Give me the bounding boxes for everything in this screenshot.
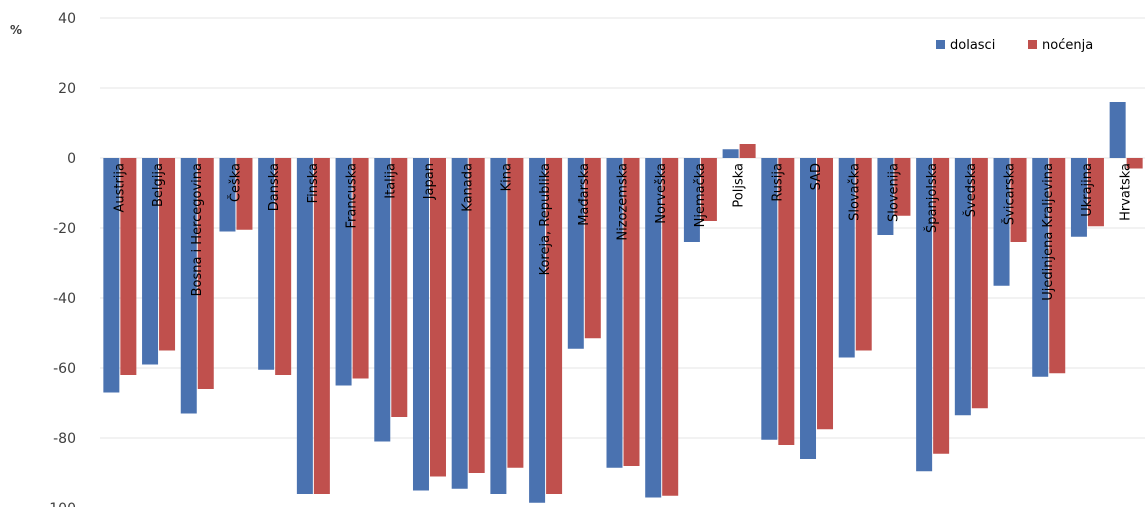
category-label: Kina (499, 163, 514, 191)
category-label: Švicarska (1002, 163, 1018, 225)
bar-nocenja (971, 158, 988, 409)
legend-label-dolasci: dolasci (950, 38, 995, 53)
category-label: Češka (227, 163, 243, 202)
bar-nocenja (236, 158, 253, 230)
bar-dolasci (490, 158, 507, 494)
bar-dolasci (529, 158, 546, 503)
bar-nocenja (1087, 158, 1104, 227)
bar-nocenja (739, 144, 756, 158)
bar-nocenja (120, 158, 137, 375)
bar-dolasci (335, 158, 352, 386)
category-label: Mađarska (577, 163, 592, 226)
bar-dolasci (412, 158, 429, 491)
category-label: Francuska (345, 163, 360, 229)
bar-nocenja (313, 158, 330, 494)
bar-nocenja (662, 158, 679, 496)
y-tick-label: 20 (58, 81, 76, 97)
bar-nocenja (468, 158, 485, 473)
y-tick-label: -80 (53, 431, 76, 447)
bar-dolasci (451, 158, 468, 489)
bar-dolasci (761, 158, 778, 440)
bars (103, 102, 1143, 503)
bar-dolasci (606, 158, 623, 468)
bar-nocenja (584, 158, 601, 339)
category-label: Slovačka (848, 163, 863, 221)
bar-nocenja (855, 158, 872, 351)
category-label: Njemačka (693, 163, 708, 227)
legend: dolasci noćenja (936, 38, 1093, 53)
bar-dolasci (683, 158, 700, 242)
bar-dolasci (916, 158, 933, 472)
bar-dolasci (838, 158, 855, 358)
bar-nocenja (700, 158, 717, 221)
bar-dolasci (296, 158, 313, 494)
bar-dolasci (219, 158, 236, 232)
bar-nocenja (1010, 158, 1027, 242)
category-label: Danska (267, 163, 282, 211)
category-label: Italija (383, 163, 398, 199)
bar-nocenja (429, 158, 446, 477)
category-label: Rusija (770, 163, 785, 202)
bar-dolasci (645, 158, 662, 498)
category-label: Belgija (151, 163, 166, 207)
category-labels: Austrija Belgija Bosna i Hercegovina Češka D… (112, 163, 1133, 301)
bar-nocenja (623, 158, 640, 466)
y-axis-ticks: 40 20 0 -20 -40 -60 -80 -100 (44, 11, 76, 507)
category-label: Nizozemska (616, 163, 631, 241)
bar-nocenja (778, 158, 795, 445)
category-label: Koreja, Republika (538, 163, 553, 275)
bar-dolasci (374, 158, 391, 442)
y-unit-label: % (10, 23, 22, 37)
category-label: Slovenija (886, 163, 901, 222)
bar-dolasci (1032, 158, 1049, 377)
category-label: Norveška (654, 163, 669, 224)
bar-dolasci (567, 158, 584, 349)
bar-dolasci (800, 158, 817, 459)
y-tick-label: -20 (53, 221, 76, 237)
bar-nocenja (1049, 158, 1066, 374)
category-label: Poljska (732, 163, 747, 208)
bar-dolasci (142, 158, 159, 365)
bar-nocenja (352, 158, 369, 379)
legend-swatch-dolasci (936, 40, 945, 49)
bar-nocenja (546, 158, 563, 494)
category-label: Finska (306, 163, 321, 203)
category-label: Ujedinjena Kraljevina (1041, 163, 1056, 301)
legend-label-nocenja: noćenja (1042, 38, 1093, 53)
bar-dolasci (993, 158, 1010, 286)
bar-nocenja (159, 158, 176, 351)
category-label: SAD (809, 163, 824, 190)
category-label: Španjolska (924, 163, 940, 233)
category-label: Švedska (963, 163, 979, 217)
y-tick-label: 40 (58, 11, 76, 27)
category-label: Hrvatska (1119, 163, 1134, 221)
bar-dolasci (258, 158, 275, 370)
category-label: Japan (422, 163, 437, 200)
category-label: Ukrajina (1080, 163, 1095, 217)
bar-dolasci (1109, 102, 1126, 158)
bar-nocenja (197, 158, 214, 389)
bar-dolasci (954, 158, 971, 416)
category-label: Kanada (461, 163, 476, 212)
y-tick-label: -60 (53, 361, 76, 377)
bar-dolasci (103, 158, 120, 393)
bar-nocenja (933, 158, 950, 454)
y-tick-label: 0 (67, 151, 76, 167)
bar-nocenja (391, 158, 408, 417)
category-label: Austrija (112, 163, 127, 213)
bar-dolasci (877, 158, 894, 235)
bar-nocenja (1126, 158, 1143, 169)
bar-nocenja (894, 158, 911, 216)
y-tick-label: -40 (53, 291, 76, 307)
y-tick-label: -100 (44, 501, 76, 507)
bar-dolasci (722, 149, 739, 158)
bar-nocenja (817, 158, 834, 430)
bar-dolasci (1070, 158, 1087, 237)
bar-nocenja (507, 158, 524, 468)
bar-nocenja (275, 158, 292, 375)
bar-dolasci (180, 158, 197, 414)
legend-swatch-nocenja (1028, 40, 1037, 49)
category-label: Bosna i Hercegovina (190, 163, 205, 296)
